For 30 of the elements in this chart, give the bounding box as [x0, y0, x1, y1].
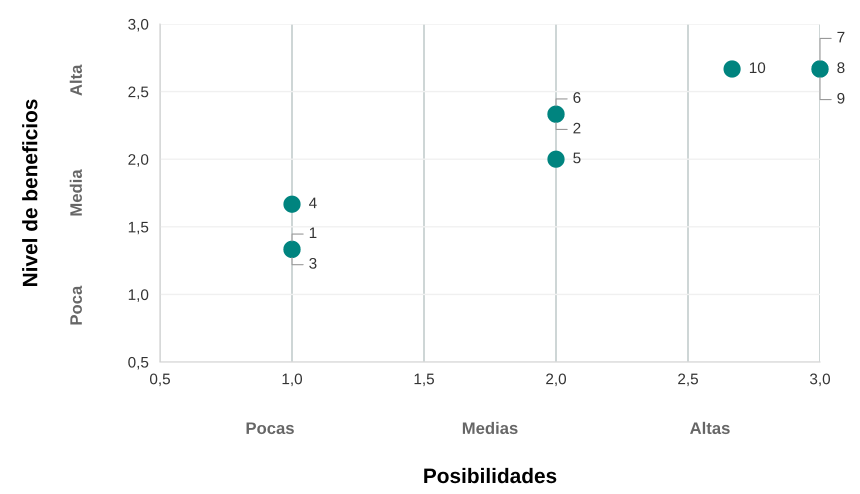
annotation: 1 — [310, 228, 316, 238]
annotation: 10 — [750, 62, 766, 74]
text: Media — [70, 169, 82, 216]
y-axis-title: Nivel de beneficios — [22, 99, 38, 286]
annotation: 4 — [309, 198, 317, 208]
annotation: 6 — [573, 92, 580, 103]
annotation: 7 — [837, 32, 844, 42]
x-tick-label: 3,0 — [810, 374, 830, 386]
x-tick-label: 2,0 — [546, 374, 566, 386]
annotation: 8 — [837, 62, 844, 74]
y-tick-label: 0,5 — [128, 356, 148, 370]
x-tick-label: 1,5 — [414, 374, 434, 386]
annotation: 3 — [309, 258, 316, 269]
x-axis-title: Posibilidades — [424, 468, 556, 484]
y-tick-label: 1,0 — [128, 289, 148, 302]
x-tick-label: 2,5 — [678, 374, 698, 386]
text: Pocas — [246, 422, 294, 434]
text: Altas — [690, 422, 730, 434]
annotation: 5 — [573, 152, 581, 164]
y-tick-label: 1,5 — [128, 222, 148, 234]
y-tick-label: 2,0 — [128, 154, 148, 167]
y-tick-label: 3,0 — [128, 18, 148, 32]
annotation: 9 — [837, 92, 844, 104]
y-tick-label: 2,5 — [128, 86, 148, 100]
text: Poca — [70, 286, 82, 324]
text: Medias — [462, 422, 518, 434]
x-tick-label: 0,5 — [150, 374, 170, 386]
x-tick-label: 1,0 — [282, 374, 302, 386]
annotation: 2 — [573, 122, 580, 134]
text: Alta — [70, 64, 82, 96]
